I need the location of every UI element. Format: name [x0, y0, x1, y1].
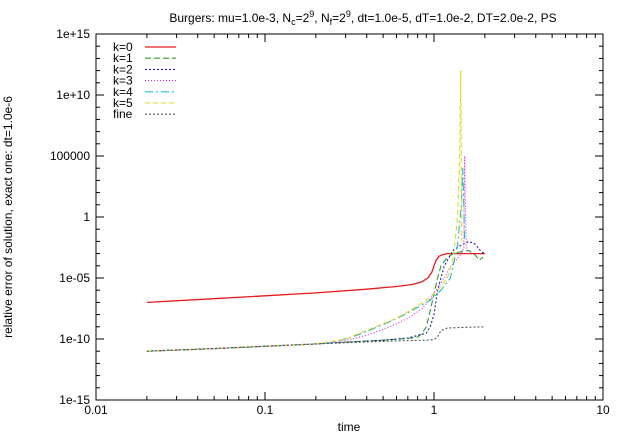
title-nf-exp: 9 [346, 9, 351, 19]
title-nf-sub: f [330, 17, 333, 27]
y-tick-label-4: 100000 [50, 149, 90, 163]
title-suffix: , dt=1.0e-5, dT=1.0e-2, DT=2.0e-2, PS [351, 11, 557, 25]
y-tick-label-5: 1e+10 [56, 88, 90, 102]
y-tick-label-2: 1e-05 [59, 271, 90, 285]
y-tick-label-3: 1 [83, 210, 90, 224]
plot-series [146, 70, 486, 352]
y-tick-label-0: 1e-15 [59, 393, 90, 407]
title-nc-sub: c [291, 17, 296, 27]
series-line-k=3 [146, 155, 470, 352]
x-tick-label-3: 10 [596, 403, 610, 417]
x-tick-label-0: 0.01 [84, 403, 108, 417]
x-tick-label-2: 1 [431, 403, 438, 417]
series-line-k=1 [146, 249, 484, 352]
series-line-fine [146, 326, 485, 352]
title-nc-exp: 9 [309, 9, 314, 19]
plot-frame [95, 33, 604, 401]
axis-ticks: 0.01 0.1 1 10 1e-15 1e-10 1e-05 1 100000 1e+10 1e+… [50, 27, 610, 417]
series-line-k=0 [146, 252, 485, 304]
y-axis-label: relative error of solution, exact one: d… [1, 96, 15, 338]
legend-label-k=3: k=3 [113, 74, 133, 88]
x-tick-label-1: 0.1 [257, 403, 274, 417]
y-tick-label-1: 1e-10 [59, 332, 90, 346]
legend-label-fine: fine [113, 107, 133, 121]
title-prefix: Burgers: mu=1.0e-3, N [169, 11, 291, 25]
title-sep: , N [314, 11, 329, 25]
chart-title: Burgers: mu=1.0e-3, Nc=29, Nf=29, dt=1.0… [169, 9, 556, 27]
title-nf-eq: =2 [332, 11, 346, 25]
series-line-k=5 [146, 70, 463, 352]
series-line-k=4 [146, 167, 466, 352]
legend-label-k=4: k=4 [113, 85, 133, 99]
x-axis-label: time [338, 420, 361, 434]
legend-label-k=5: k=5 [113, 96, 133, 110]
legend-label-k=0: k=0 [113, 40, 133, 54]
y-tick-label-6: 1e+15 [56, 27, 90, 41]
series-line-k=2 [146, 240, 486, 352]
legend-label-k=2: k=2 [113, 62, 133, 76]
legend-label-k=1: k=1 [113, 51, 133, 65]
title-nc-eq: =2 [296, 11, 310, 25]
